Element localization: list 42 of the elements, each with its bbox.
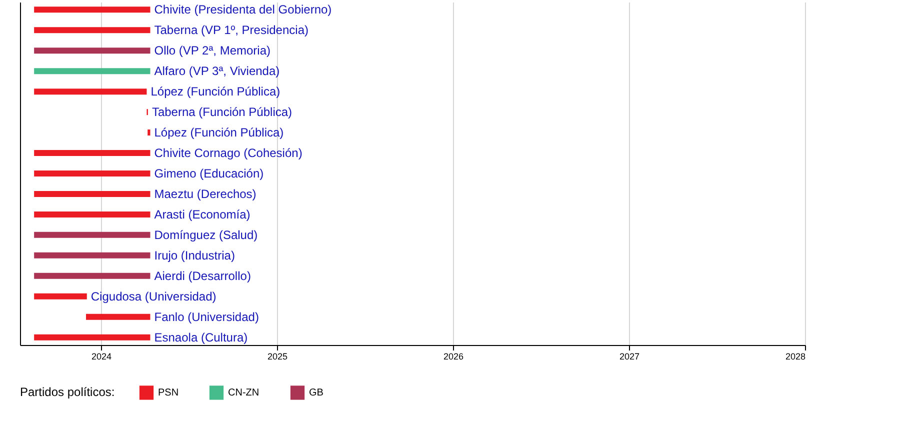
y-tick-label: Taberna (Función Pública) <box>152 105 292 120</box>
bar <box>34 190 150 197</box>
bar <box>34 334 150 340</box>
y-tick-label: Cigudosa (Universidad) <box>90 289 216 304</box>
bar <box>34 150 150 156</box>
legend-title: Partidos políticos: <box>20 385 115 399</box>
x-tick-label: 2028 <box>785 352 806 362</box>
bar <box>34 88 147 95</box>
bar <box>34 293 87 300</box>
legend-label: GB <box>309 388 324 399</box>
y-tick-label: Maeztu (Derechos) <box>154 186 256 201</box>
bar <box>34 68 150 74</box>
y-tick-label: Irujo (Industria) <box>154 248 235 262</box>
y-tick-label: Alfaro (VP 3ª, Vivienda) <box>154 64 280 78</box>
y-tick-label: Ollo (VP 2ª, Memoria) <box>154 44 270 58</box>
bar <box>34 170 150 176</box>
x-tick-label: 2026 <box>443 352 464 362</box>
bar <box>86 314 150 320</box>
bar <box>34 27 150 34</box>
y-tick-label: López (Función Pública) <box>150 84 280 99</box>
y-tick-label: Domínguez (Salud) <box>154 228 258 242</box>
bar <box>34 211 150 218</box>
bar <box>34 48 150 54</box>
y-tick-label: Arasti (Economía) <box>154 207 250 222</box>
x-tick-label: 2027 <box>619 352 640 362</box>
y-tick-label: Chivite (Presidenta del Gobierno) <box>154 2 332 17</box>
legend-label: CN-ZN <box>228 388 260 399</box>
bar <box>34 232 150 238</box>
y-tick-label: Taberna (VP 1º, Presidencia) <box>154 23 308 38</box>
y-tick-label: Esnaola (Cultura) <box>154 330 248 344</box>
y-tick-label: Fanlo (Universidad) <box>154 310 259 324</box>
bar <box>34 272 150 279</box>
x-tick-label: 2025 <box>267 352 288 362</box>
legend-label: PSN <box>158 388 179 399</box>
x-tick-label: 2024 <box>91 352 112 362</box>
y-tick-label: López (Función Pública) <box>154 126 284 140</box>
y-tick-label: Gimeno (Educación) <box>154 166 264 180</box>
y-tick-label: Chivite Cornago (Cohesión) <box>154 146 302 160</box>
bar <box>34 252 150 258</box>
bar <box>34 6 150 13</box>
bar <box>148 130 150 136</box>
y-tick-label: Aierdi (Desarrollo) <box>154 268 251 283</box>
